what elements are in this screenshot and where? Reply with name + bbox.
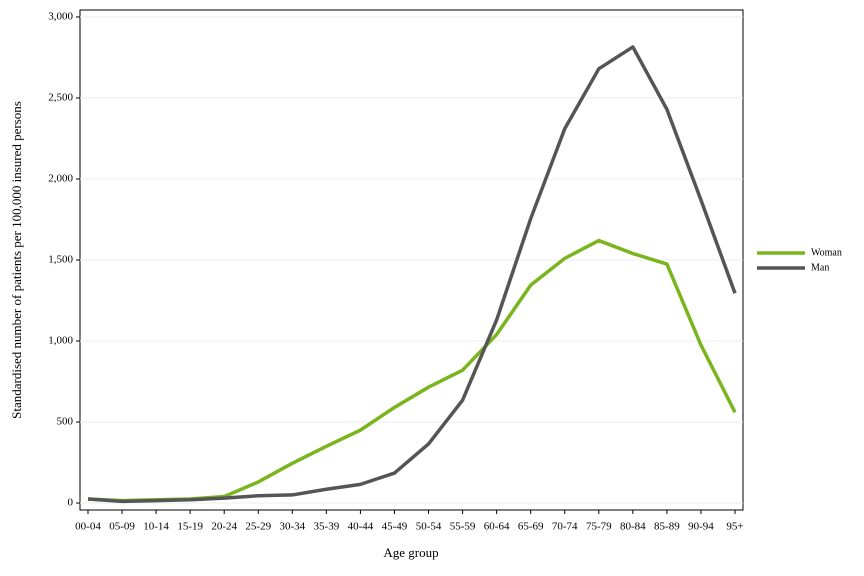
- x-tick-label: 05-09: [109, 521, 135, 533]
- x-tick-label: 90-94: [688, 521, 714, 533]
- x-tick-label: 00-04: [75, 521, 101, 533]
- x-tick-label: 65-69: [518, 521, 544, 533]
- x-tick-label: 15-19: [177, 521, 203, 533]
- x-tick-label: 30-34: [279, 521, 305, 533]
- legend-label: Woman: [811, 247, 842, 258]
- x-tick-label: 50-54: [416, 521, 442, 533]
- y-tick-label: 500: [57, 416, 74, 428]
- x-tick-label: 40-44: [348, 521, 374, 533]
- x-tick-label: 80-84: [620, 521, 646, 533]
- y-tick-label: 1,000: [48, 335, 73, 347]
- x-tick-label: 35-39: [314, 521, 340, 533]
- x-tick-label: 75-79: [586, 521, 612, 533]
- y-tick-label: 1,500: [48, 254, 73, 266]
- y-tick-label: 0: [68, 497, 74, 509]
- y-axis-title: Standardised number of patients per 100,…: [9, 101, 24, 419]
- data-line: [87, 45, 737, 504]
- data-line: [87, 238, 737, 503]
- x-tick-label: 85-89: [654, 521, 680, 533]
- x-tick-label: 20-24: [211, 521, 237, 533]
- x-tick-label: 95+: [726, 521, 743, 533]
- legend-label: Man: [811, 262, 829, 273]
- y-tick-label: 3,000: [48, 10, 73, 22]
- x-axis-title: Age group: [383, 545, 438, 560]
- x-tick-label: 60-64: [484, 521, 510, 533]
- x-tick-label: 45-49: [382, 521, 408, 533]
- x-tick-label: 10-14: [143, 521, 169, 533]
- y-tick-label: 2,000: [48, 173, 73, 185]
- x-tick-label: 25-29: [245, 521, 271, 533]
- y-tick-label: 2,500: [48, 92, 73, 104]
- x-tick-label: 55-59: [450, 521, 476, 533]
- x-tick-label: 70-74: [552, 521, 578, 533]
